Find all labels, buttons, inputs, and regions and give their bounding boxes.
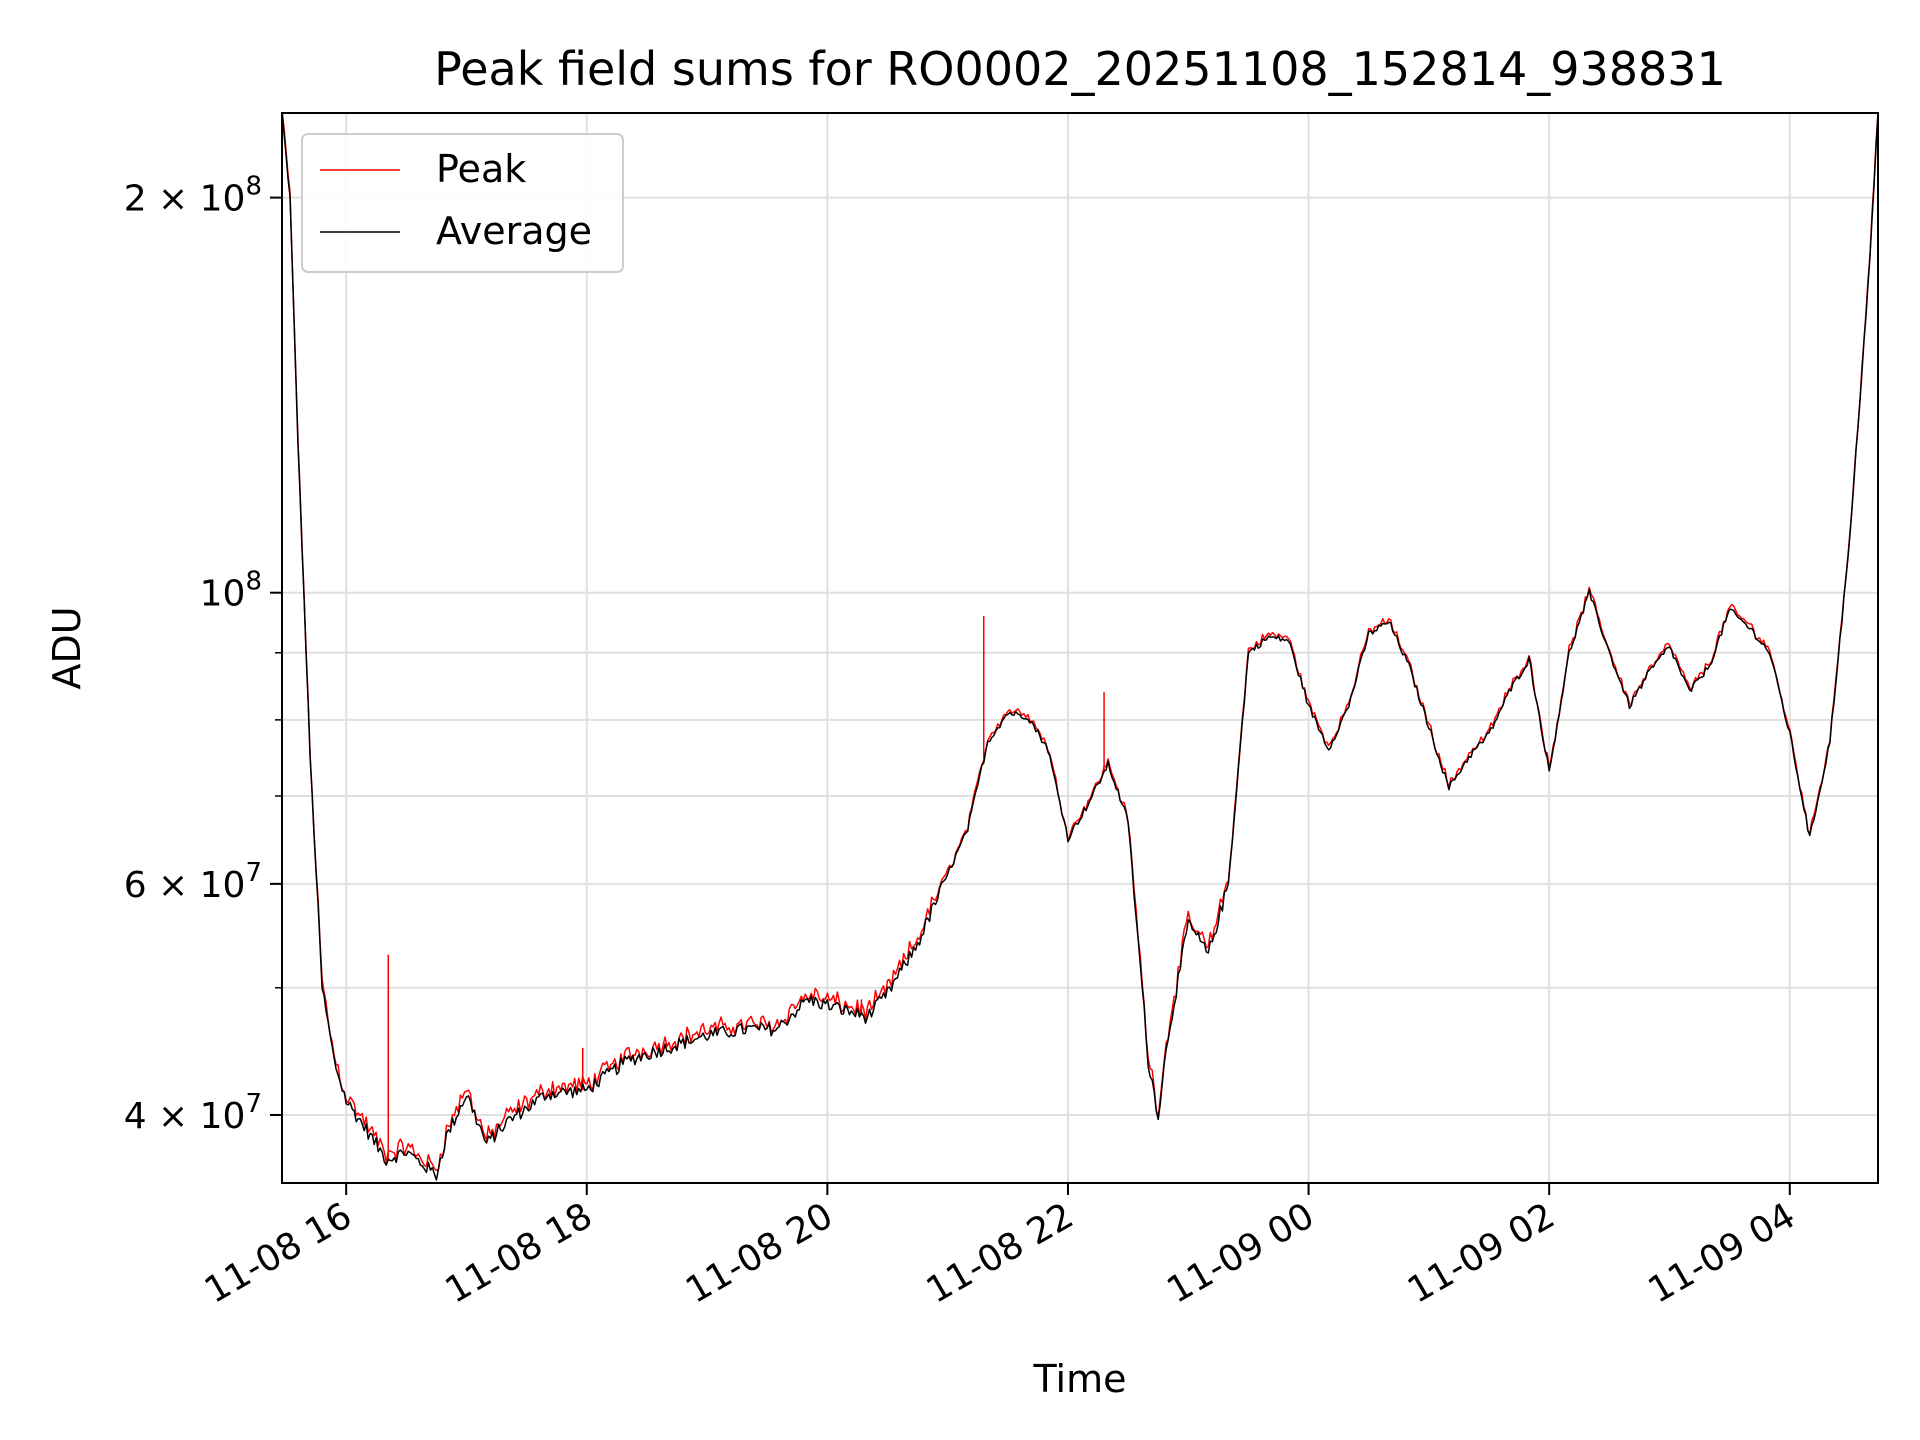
y-tick-label: 6 × 107 [124,858,262,906]
y-tick-label: 2 × 108 [124,172,262,220]
legend-average-label: Average [436,209,592,253]
legend-box [301,133,624,273]
plot-area [282,113,1878,1181]
legend: Peak Average [301,133,624,273]
legend-peak-label: Peak [436,147,526,191]
y-axis-label: ADU [45,606,89,689]
plot-frame [281,112,1879,1184]
series-average-line [282,113,1878,1181]
chart-title: Peak field sums for RO0002_20251108_1528… [434,42,1726,96]
grid-lines [282,113,1878,1183]
y-tick-label: 4 × 107 [124,1089,262,1137]
x-axis-label: Time [1033,1357,1127,1401]
y-axis: 4 × 107 6 × 107 108 2 × 108 [124,172,282,1137]
y-tick-label: 108 [200,567,262,615]
